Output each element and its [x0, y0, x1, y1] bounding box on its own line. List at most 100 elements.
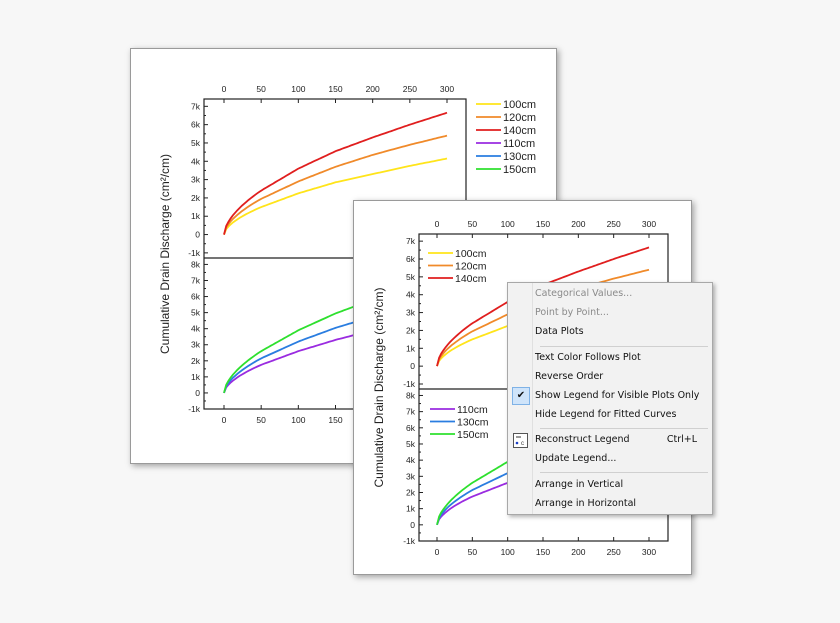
- legend-entry: 100cm: [503, 99, 536, 111]
- menu-item-point-by-point[interactable]: Point by Point...: [535, 307, 609, 318]
- y-tick-label: 7k: [191, 101, 201, 111]
- y-axis-label: Cumulative Drain Discharge (cm²/cm): [158, 154, 172, 354]
- x-tick-label-bottom: 250: [607, 547, 621, 557]
- x-tick-label-top: 300: [642, 219, 656, 229]
- y-tick-label: 3k: [191, 175, 201, 185]
- menu-item-show-legend-visible-only[interactable]: Show Legend for Visible Plots Only: [535, 390, 700, 401]
- y-tick-label: 5k: [191, 138, 201, 148]
- x-tick-label-top: 150: [536, 219, 550, 229]
- y-tick-label: 2k: [191, 356, 201, 366]
- x-tick-label-bottom: 50: [468, 547, 478, 557]
- menu-item-text-color-follows-plot[interactable]: Text Color Follows Plot: [535, 352, 641, 363]
- reconstruct-legend-icon: c: [513, 433, 528, 448]
- x-tick-label-bottom: 100: [501, 547, 515, 557]
- menu-item-arrange-horizontal[interactable]: Arrange in Horizontal: [535, 498, 637, 509]
- legend-entry: 120cm: [455, 261, 487, 273]
- svg-text:c: c: [521, 441, 524, 447]
- x-tick-label-top: 150: [328, 84, 342, 94]
- legend-entry: 140cm: [455, 273, 487, 285]
- y-tick-label: 5k: [406, 272, 416, 282]
- menu-item-data-plots[interactable]: Data Plots: [535, 326, 584, 337]
- legend-entry: 150cm: [503, 164, 536, 176]
- x-tick-label-bottom: 300: [642, 547, 656, 557]
- x-tick-label-top: 300: [440, 84, 454, 94]
- y-tick-label: 1k: [406, 343, 416, 353]
- y-tick-label: 1k: [191, 211, 201, 221]
- y-tick-label: 7k: [406, 236, 416, 246]
- x-tick-label-bottom: 50: [256, 415, 266, 425]
- menu-item-label: Reconstruct Legend: [535, 434, 630, 445]
- y-tick-label: 1k: [406, 504, 416, 514]
- x-tick-label-top: 50: [468, 219, 478, 229]
- legend-entry: 110cm: [457, 404, 488, 416]
- y-tick-label: 7k: [191, 275, 201, 285]
- y-tick-label: -1k: [188, 404, 201, 414]
- menu-separator: [540, 346, 708, 347]
- y-tick-label: 3k: [406, 308, 416, 318]
- x-tick-label-bottom: 100: [291, 415, 305, 425]
- y-tick-label: 0: [195, 388, 200, 398]
- y-tick-label: 6k: [406, 423, 416, 433]
- menu-item-update-legend[interactable]: Update Legend...: [535, 453, 617, 464]
- y-tick-label: -1k: [403, 379, 416, 389]
- shortcut-label: Ctrl+L: [666, 434, 697, 445]
- checkmark-icon: ✔: [512, 387, 530, 405]
- series-line-120cm: [223, 134, 448, 235]
- y-tick-label: 8k: [406, 390, 416, 400]
- y-tick-label: 7k: [406, 407, 416, 417]
- y-tick-label: 6k: [191, 120, 201, 130]
- menu-item-reverse-order[interactable]: Reverse Order: [535, 371, 604, 382]
- y-tick-label: 6k: [191, 292, 201, 302]
- y-tick-label: 8k: [191, 259, 201, 269]
- y-tick-label: 2k: [406, 325, 416, 335]
- x-tick-label-bottom: 150: [328, 415, 342, 425]
- legend-context-menu: Categorical Values... Point by Point... …: [507, 282, 713, 515]
- y-tick-label: 4k: [191, 324, 201, 334]
- y-tick-label: 4k: [406, 290, 416, 300]
- y-tick-label: 4k: [406, 455, 416, 465]
- menu-separator: [540, 428, 708, 429]
- menu-item-reconstruct-legend[interactable]: Reconstruct Legend Ctrl+L: [535, 431, 707, 449]
- x-tick-label-top: 50: [256, 84, 266, 94]
- series-line-100cm: [223, 157, 448, 235]
- menu-item-categorical-values[interactable]: Categorical Values...: [535, 288, 633, 299]
- y-tick-label: 2k: [191, 193, 201, 203]
- x-tick-label-top: 250: [403, 84, 417, 94]
- y-tick-label: 2k: [406, 487, 416, 497]
- y-axis-label: Cumulative Drain Discharge (cm²/cm): [372, 287, 386, 487]
- x-tick-label-bottom: 200: [571, 547, 585, 557]
- legend-entry: 110cm: [503, 138, 535, 150]
- legend-entry: 130cm: [503, 151, 536, 163]
- legend-entry: 150cm: [457, 429, 489, 441]
- y-tick-label: 5k: [191, 308, 201, 318]
- menu-separator: [540, 472, 708, 473]
- legend-entry: 120cm: [503, 112, 536, 124]
- legend-entry: 100cm: [455, 248, 487, 260]
- menu-item-hide-legend-fitted-curves[interactable]: Hide Legend for Fitted Curves: [535, 409, 677, 420]
- y-tick-label: 0: [195, 230, 200, 240]
- y-tick-label: -1k: [403, 536, 416, 546]
- y-tick-label: 0: [410, 520, 415, 530]
- x-tick-label-top: 0: [435, 219, 440, 229]
- x-tick-label-top: 200: [571, 219, 585, 229]
- y-tick-label: 6k: [406, 254, 416, 264]
- series-line-140cm: [223, 111, 448, 235]
- y-tick-label: 4k: [191, 156, 201, 166]
- x-tick-label-top: 250: [607, 219, 621, 229]
- y-tick-label: 1k: [191, 372, 201, 382]
- y-tick-label: 3k: [191, 340, 201, 350]
- legend-entry: 130cm: [457, 417, 489, 429]
- x-tick-label-top: 100: [291, 84, 305, 94]
- x-tick-label-top: 0: [222, 84, 227, 94]
- x-tick-label-bottom: 0: [435, 547, 440, 557]
- x-tick-label-bottom: 150: [536, 547, 550, 557]
- x-tick-label-top: 100: [501, 219, 515, 229]
- y-tick-label: -1k: [188, 248, 201, 258]
- menu-item-arrange-vertical[interactable]: Arrange in Vertical: [535, 479, 624, 490]
- y-tick-label: 3k: [406, 471, 416, 481]
- x-tick-label-bottom: 0: [222, 415, 227, 425]
- legend-entry: 140cm: [503, 125, 536, 137]
- x-tick-label-top: 200: [366, 84, 380, 94]
- y-tick-label: 5k: [406, 439, 416, 449]
- y-tick-label: 0: [410, 361, 415, 371]
